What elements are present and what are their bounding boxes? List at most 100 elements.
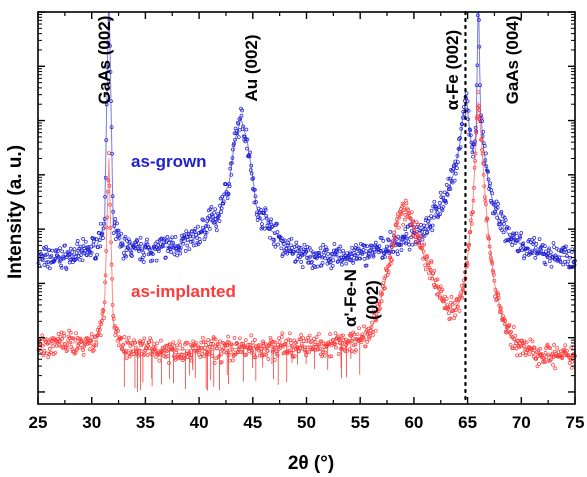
data-point: [291, 251, 295, 256]
data-point: [430, 223, 435, 228]
data-point: [280, 254, 285, 258]
data-point: [543, 351, 548, 355]
data-point: [548, 346, 553, 351]
data-point: [298, 245, 303, 250]
data-point: [209, 205, 214, 209]
data-point: [446, 311, 451, 316]
data-point: [103, 273, 108, 278]
data-point: [423, 267, 428, 272]
data-point: [422, 234, 427, 238]
data-point: [92, 236, 97, 241]
data-point: [84, 252, 89, 257]
data-point: [96, 331, 101, 336]
data-point: [227, 184, 232, 189]
data-point: [127, 354, 132, 359]
data-point: [472, 186, 476, 190]
series-layer: [36, 11, 577, 392]
data-point: [156, 243, 161, 247]
data-point: [65, 347, 70, 352]
data-point: [110, 302, 115, 307]
data-point: [414, 235, 418, 240]
data-point: [226, 192, 231, 197]
data-point: [475, 13, 480, 18]
x-tick-label: 70: [512, 413, 531, 432]
data-point: [358, 338, 363, 342]
data-point: [44, 245, 48, 249]
data-point: [317, 253, 321, 258]
data-point: [531, 240, 536, 244]
x-tick-label: 35: [136, 413, 155, 432]
data-point: [203, 230, 207, 235]
ticks-layer: 25 30 35 40 45 50 55 60 65 70 75: [29, 11, 584, 432]
data-point: [409, 210, 414, 215]
data-point: [68, 340, 73, 345]
data-point: [225, 340, 230, 344]
data-point: [448, 304, 452, 309]
data-point: [475, 63, 480, 68]
data-point: [402, 208, 407, 212]
data-point: [491, 270, 496, 275]
data-point: [461, 288, 466, 293]
data-point: [193, 226, 198, 231]
data-point: [270, 225, 274, 229]
data-point: [196, 224, 200, 229]
data-point: [539, 355, 544, 360]
data-point: [98, 244, 103, 249]
data-point: [365, 331, 370, 336]
data-point: [407, 247, 412, 252]
data-point: [560, 246, 565, 250]
data-point: [206, 338, 211, 342]
data-point: [369, 329, 373, 333]
data-point: [460, 122, 465, 127]
data-point: [448, 176, 452, 181]
data-point: [276, 242, 280, 247]
data-point: [115, 221, 119, 226]
x-tick-label: 30: [82, 413, 101, 432]
data-point: [493, 294, 497, 299]
data-point: [297, 245, 301, 250]
data-point: [173, 235, 178, 239]
data-point: [275, 353, 280, 358]
data-point: [442, 299, 446, 304]
data-point: [201, 340, 206, 344]
data-point: [235, 341, 240, 346]
data-point: [441, 204, 446, 209]
data-point: [261, 341, 266, 346]
data-point: [89, 250, 94, 255]
data-point: [235, 131, 240, 136]
data-point: [341, 338, 346, 342]
data-point: [91, 239, 96, 244]
data-point: [427, 216, 431, 220]
data-point: [565, 348, 569, 353]
data-point: [320, 347, 325, 352]
data-point: [110, 276, 114, 281]
data-point: [167, 361, 171, 365]
data-point: [233, 137, 237, 142]
data-point: [227, 182, 232, 186]
data-point: [169, 250, 174, 254]
data-point: [213, 207, 218, 212]
data-point: [54, 343, 59, 348]
data-point: [199, 340, 204, 345]
data-point: [60, 337, 65, 341]
data-point: [401, 222, 406, 227]
data-point: [308, 248, 313, 253]
data-point: [107, 183, 112, 188]
data-point: [83, 249, 88, 253]
data-point: [102, 300, 107, 305]
data-point: [162, 240, 167, 245]
data-point: [468, 230, 473, 234]
data-point: [250, 177, 255, 181]
data-point: [80, 338, 84, 343]
data-point: [459, 290, 464, 295]
data-point: [319, 339, 324, 344]
data-point: [230, 161, 234, 165]
data-point: [492, 202, 496, 207]
data-point: [570, 360, 575, 364]
data-point: [126, 246, 131, 250]
data-point: [474, 131, 479, 135]
data-point: [94, 237, 99, 241]
data-point: [350, 258, 355, 263]
data-point: [344, 261, 349, 266]
data-point: [249, 333, 254, 338]
